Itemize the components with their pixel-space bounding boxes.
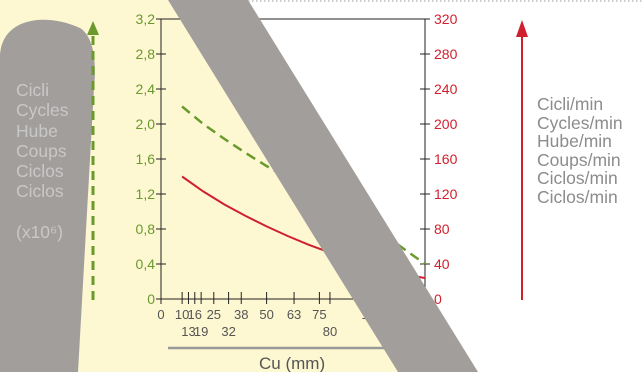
left-label-line: Coups: [16, 140, 67, 161]
right-axis-tick-label: 280: [434, 46, 458, 62]
diagonal-overlay-band: [168, 0, 478, 372]
x-axis-tick-label: 50: [259, 307, 273, 322]
x-axis-tick-label: 13: [181, 324, 195, 339]
left-label-line: Ciclos: [16, 181, 64, 202]
left-axis-tick-label: 3,2: [136, 11, 156, 27]
left-label-line: Ciclos: [16, 161, 64, 182]
right-label-line: Hube/min: [537, 131, 612, 152]
right-axis-tick-label: 40: [434, 256, 450, 272]
left-axis-tick-label: 2,0: [136, 116, 156, 132]
left-axis-tick-label: 1,6: [136, 151, 156, 167]
right-axis-label: Cicli/min Cycles/min Hube/min Coups/min …: [537, 95, 623, 207]
left-axis-multiplier: (x10⁶): [16, 221, 64, 242]
x-axis-tick-label: 19: [194, 324, 208, 339]
left-label-line: Cicli: [16, 80, 50, 100]
right-label-line: Cycles/min: [537, 112, 623, 133]
x-axis-tick-label: 25: [207, 307, 221, 322]
left-axis-tick-label: 2,8: [136, 46, 156, 62]
right-axis-arrow-head: [516, 20, 528, 37]
left-axis-tick-label: 0,4: [136, 256, 156, 272]
x-axis-tick-label: 0: [157, 307, 164, 322]
left-axis-tick-label: 0,8: [136, 221, 156, 237]
left-label-line: Hube: [16, 120, 58, 141]
right-axis-tick-label: 80: [434, 221, 450, 237]
right-axis-tick-label: 160: [434, 151, 458, 167]
left-axis-tick-label: 1,2: [136, 186, 156, 202]
left-axis-label: Cicli Cycles Hube Coups Ciclos Ciclos (x…: [16, 80, 69, 242]
x-axis-label: Cu (mm): [259, 354, 325, 372]
right-label-line: Ciclos/min: [537, 168, 618, 189]
left-overlay-shape: [0, 19, 95, 372]
right-label-line: Ciclos/min: [537, 186, 618, 207]
x-axis-tick-label: 38: [234, 307, 248, 322]
right-axis-tick-label: 0: [434, 291, 442, 307]
right-axis-tick-label: 200: [434, 116, 458, 132]
x-axis-tick-label: 80: [323, 324, 337, 339]
x-axis-tick-label: 63: [287, 307, 301, 322]
left-axis-arrow-head: [87, 21, 99, 35]
right-axis-tick-label: 240: [434, 81, 458, 97]
left-axis-tick-label: 2,4: [136, 81, 156, 97]
x-axis-tick-label: 10: [175, 307, 189, 322]
x-axis-tick-label: 16: [188, 307, 202, 322]
right-axis-tick-label: 120: [434, 186, 458, 202]
right-label-line: Cicli/min: [537, 94, 604, 114]
right-axis-tick-label: 320: [434, 11, 458, 27]
left-axis-tick-label: 0: [147, 291, 155, 307]
left-label-line: Cycles: [16, 100, 69, 121]
x-axis-tick-label: 32: [221, 324, 235, 339]
right-label-line: Coups/min: [537, 149, 621, 170]
x-axis-tick-label: 75: [312, 307, 326, 322]
